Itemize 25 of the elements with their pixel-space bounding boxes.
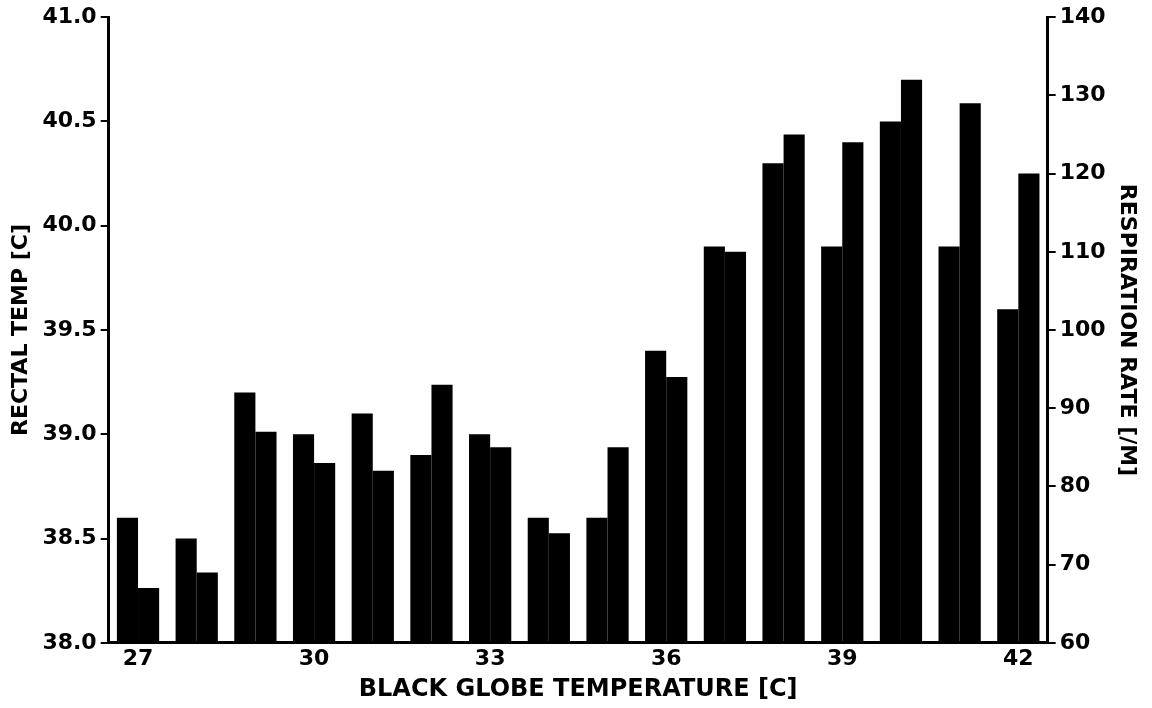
y2-tick-label: 100 xyxy=(1059,315,1106,341)
y2-tick-label: 140 xyxy=(1059,2,1106,28)
y2-axis-title: RESPIRATION RATE [/M] xyxy=(1116,183,1142,477)
x-axis-title: BLACK GLOBE TEMPERATURE [C] xyxy=(358,673,798,702)
y-tick-label: 40.5 xyxy=(42,107,97,133)
y2-tick-label: 120 xyxy=(1059,159,1106,185)
y2-tick-label: 90 xyxy=(1059,393,1091,419)
y-axis-title: RECTAL TEMP [C] xyxy=(6,223,32,437)
y2-tick-label: 110 xyxy=(1059,237,1106,263)
y-tick-label: 39.5 xyxy=(42,315,97,341)
x-tick-label: 27 xyxy=(122,644,154,670)
y-tick-label: 41.0 xyxy=(42,2,97,28)
y-tick-label: 39.0 xyxy=(42,419,97,445)
y-tick-label: 40.0 xyxy=(42,211,97,237)
x-tick-label: 36 xyxy=(650,644,682,670)
y-tick-label: 38.0 xyxy=(42,628,97,654)
y2-tick-label: 130 xyxy=(1059,81,1106,107)
x-tick-label: 39 xyxy=(826,644,858,670)
y-tick-label: 38.5 xyxy=(42,524,97,550)
x-tick-label: 30 xyxy=(298,644,330,670)
y2-tick-label: 70 xyxy=(1059,550,1091,576)
x-tick-label: 33 xyxy=(474,644,506,670)
y2-tick-label: 80 xyxy=(1059,472,1091,498)
y2-tick-label: 60 xyxy=(1059,628,1091,654)
x-tick-label: 42 xyxy=(1003,644,1034,670)
